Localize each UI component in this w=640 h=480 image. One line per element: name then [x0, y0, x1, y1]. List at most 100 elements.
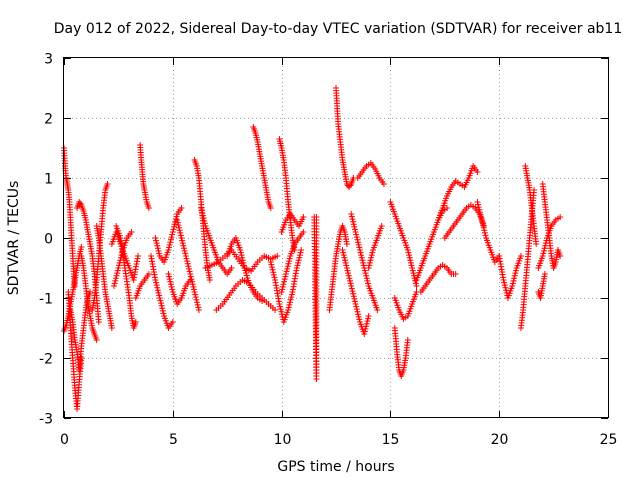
data-point [190, 283, 197, 290]
data-point [477, 211, 484, 218]
x-tick-label: 0 [60, 432, 69, 448]
data-point [313, 376, 320, 382]
data-point [192, 291, 199, 298]
series-arc-27 [278, 229, 307, 295]
data-point [410, 270, 417, 277]
series-arc-46 [522, 163, 540, 247]
series-arc-10 [113, 223, 139, 331]
data-point [351, 226, 358, 233]
data-point [180, 242, 187, 249]
data-point [356, 316, 363, 323]
data-point [557, 214, 564, 220]
data-point [185, 265, 192, 272]
data-point [346, 275, 353, 282]
data-point [539, 253, 546, 259]
data-point [533, 241, 540, 247]
data-point [283, 268, 290, 275]
data-point [116, 259, 123, 266]
data-point [259, 298, 266, 304]
data-point [267, 259, 274, 265]
data-point [475, 201, 482, 208]
data-point [360, 259, 367, 266]
data-point [300, 229, 307, 235]
series-arc-15 [152, 205, 185, 265]
data-point [365, 280, 372, 287]
data-point [177, 232, 184, 239]
data-point [267, 205, 274, 211]
x-axis-label: GPS time / hours [277, 459, 394, 475]
data-point [348, 285, 355, 292]
data-point [279, 283, 286, 290]
data-point [541, 245, 548, 252]
data-point [112, 277, 119, 284]
data-point [287, 296, 294, 303]
data-point [113, 272, 120, 279]
data-point [169, 319, 176, 325]
data-point [111, 283, 118, 289]
data-point [364, 277, 371, 284]
series-arc-37 [391, 325, 411, 379]
data-point [154, 245, 161, 252]
data-point [501, 282, 508, 289]
data-point [153, 237, 160, 244]
data-point [167, 239, 174, 246]
data-point [540, 250, 547, 257]
data-point [475, 204, 482, 211]
data-point [354, 308, 361, 315]
series-arc-18 [191, 157, 213, 283]
data-point [478, 214, 485, 221]
data-point [354, 236, 361, 243]
data-point [358, 252, 365, 259]
data-point [340, 252, 347, 259]
data-point [200, 215, 207, 222]
x-tick-label: 15 [382, 432, 400, 448]
data-point [169, 286, 176, 293]
data-point [509, 280, 516, 287]
data-point [282, 273, 289, 280]
data-point [407, 257, 414, 264]
data-point [188, 276, 195, 283]
data-point [116, 262, 123, 269]
data-point [361, 328, 368, 335]
data-point [187, 271, 194, 277]
data-point [281, 276, 288, 283]
series-arc-43 [474, 199, 503, 265]
series-arc-38 [391, 289, 420, 322]
data-point [178, 205, 185, 211]
data-point [353, 234, 360, 241]
data-point [189, 281, 196, 288]
series-arc-34 [354, 160, 387, 187]
data-point [413, 283, 420, 289]
data-point [173, 213, 180, 220]
series-arc-49 [535, 271, 548, 301]
data-point [134, 253, 141, 259]
data-point [119, 249, 126, 256]
data-point [159, 305, 166, 312]
data-point [117, 254, 124, 261]
data-point [480, 224, 487, 231]
data-point [239, 254, 246, 261]
y-tick-label: 3 [44, 52, 53, 68]
data-point [380, 181, 387, 187]
data-point [194, 299, 201, 306]
data-point [409, 267, 416, 274]
data-point [187, 273, 194, 280]
data-point [351, 295, 358, 302]
y-tick-label: 0 [44, 232, 53, 248]
data-point [356, 247, 363, 253]
data-point [361, 267, 368, 274]
data-point [348, 213, 355, 220]
data-point [278, 308, 285, 315]
data-point [512, 270, 519, 277]
data-point [350, 293, 357, 300]
data-point [78, 244, 85, 250]
data-point [406, 254, 413, 261]
series-arc-35 [365, 223, 385, 271]
data-point [118, 252, 125, 259]
data-point [501, 279, 508, 286]
data-point [168, 283, 175, 290]
data-point [155, 289, 162, 296]
data-point [165, 271, 172, 277]
data-point [183, 255, 190, 262]
data-point [351, 298, 358, 305]
